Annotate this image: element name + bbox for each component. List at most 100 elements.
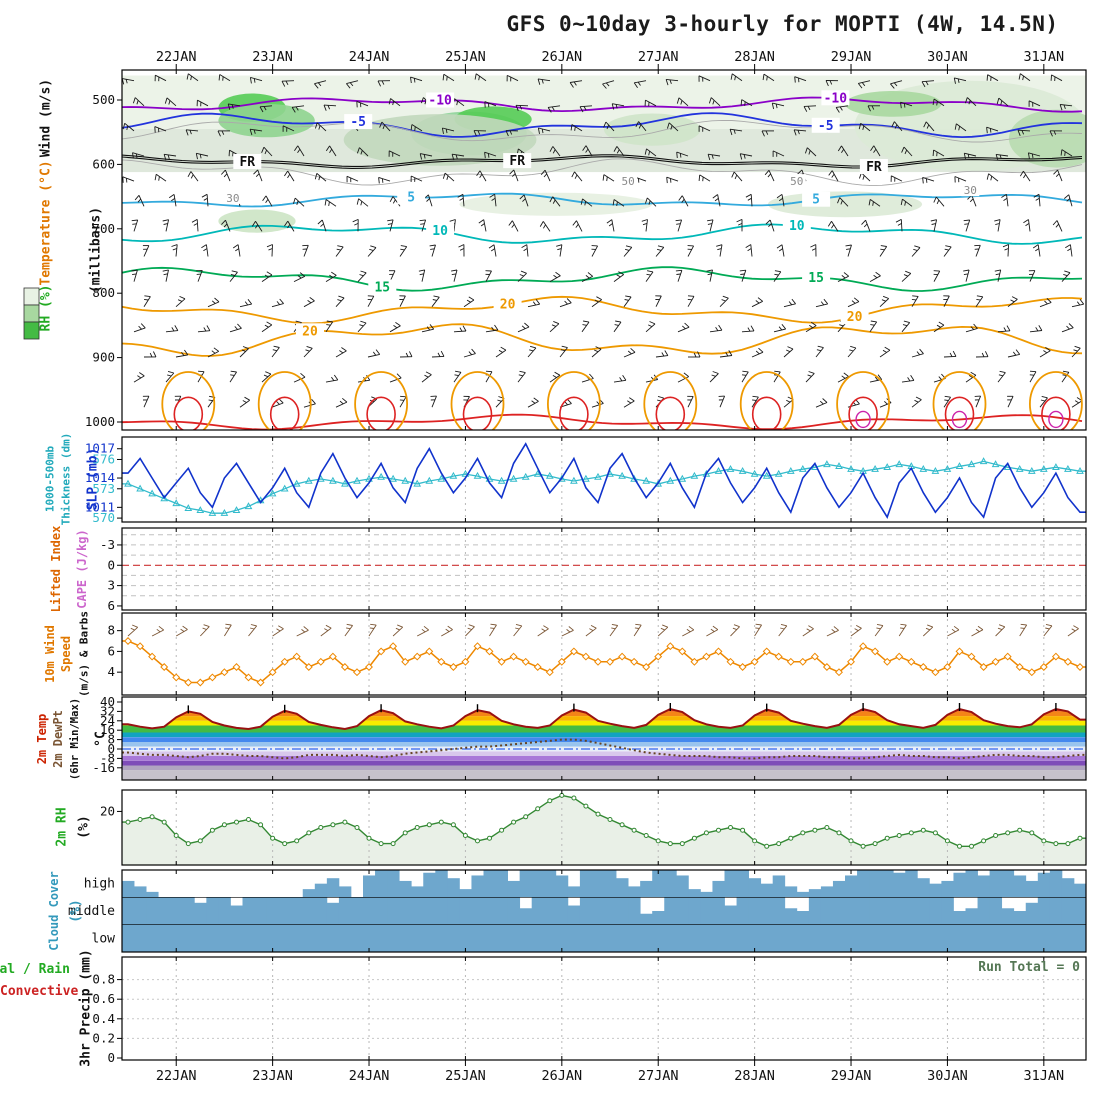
rh2m-units-label: (%) xyxy=(76,815,92,839)
svg-text:29JAN: 29JAN xyxy=(831,49,872,65)
upper-wind-axis-label: Wind (m/s) xyxy=(38,78,54,158)
millibars-axis-label: (millibars) xyxy=(88,206,104,294)
svg-text:0: 0 xyxy=(107,557,115,572)
svg-text:23JAN: 23JAN xyxy=(252,49,293,65)
svg-text:26JAN: 26JAN xyxy=(542,49,583,65)
svg-text:-16: -16 xyxy=(92,760,115,775)
svg-text:middle: middle xyxy=(68,904,115,919)
svg-text:FR: FR xyxy=(509,154,525,169)
rh-shading-legend xyxy=(23,287,40,306)
svg-text:32: 32 xyxy=(100,703,115,718)
svg-text:16: 16 xyxy=(100,722,115,737)
svg-text:25JAN: 25JAN xyxy=(445,1068,486,1084)
degc-axis-label: °C xyxy=(93,731,109,747)
minmax-axis-label: (6hr Min/Max) xyxy=(69,697,81,781)
temp-bands xyxy=(122,709,1086,780)
thickness-axis-label-2: Thickness (dm) xyxy=(59,432,73,526)
wind-frame xyxy=(121,612,1087,696)
svg-text:5: 5 xyxy=(407,190,415,205)
svg-text:-5: -5 xyxy=(350,115,366,130)
svg-text:-3: -3 xyxy=(100,537,115,552)
rh-shading-legend xyxy=(23,321,40,340)
svg-text:30JAN: 30JAN xyxy=(927,1068,968,1084)
svg-text:50: 50 xyxy=(790,175,803,188)
svg-text:40: 40 xyxy=(100,694,115,709)
svg-text:0: 0 xyxy=(107,1050,115,1065)
svg-text:20: 20 xyxy=(302,324,318,339)
svg-text:0.2: 0.2 xyxy=(92,1030,115,1045)
slp-axis-label: SLP (mb) xyxy=(85,447,101,511)
svg-text:22JAN: 22JAN xyxy=(156,1068,197,1084)
svg-text:24: 24 xyxy=(100,713,115,728)
svg-text:3: 3 xyxy=(107,578,115,593)
svg-text:800: 800 xyxy=(92,285,115,300)
slp-frame xyxy=(121,436,1087,523)
cloud-axis-label: Cloud Cover xyxy=(47,871,61,951)
thickness-axis-label-1: 1000-500mb xyxy=(43,445,57,513)
svg-text:0.6: 0.6 xyxy=(92,991,115,1006)
svg-text:15: 15 xyxy=(374,281,390,296)
svg-text:900: 900 xyxy=(92,350,115,365)
svg-text:6: 6 xyxy=(107,643,115,658)
upper-air-frame xyxy=(121,69,1087,431)
precip-convective-legend: Convective xyxy=(0,984,79,999)
svg-text:23JAN: 23JAN xyxy=(252,1068,293,1084)
cloud-frame xyxy=(121,869,1087,953)
svg-text:-10: -10 xyxy=(428,93,452,108)
svg-text:22JAN: 22JAN xyxy=(156,49,197,65)
wind10m-axis-label-1: 10m Wind xyxy=(43,625,57,683)
svg-text:-5: -5 xyxy=(818,119,834,134)
lifted-index-axis-label: Lifted Index xyxy=(49,525,63,613)
cloud-units-label: (%) xyxy=(68,899,84,923)
svg-text:24JAN: 24JAN xyxy=(349,1068,390,1084)
svg-text:50: 50 xyxy=(621,175,634,188)
svg-text:31JAN: 31JAN xyxy=(1024,49,1065,65)
svg-text:10: 10 xyxy=(789,219,805,234)
svg-text:500: 500 xyxy=(92,92,115,107)
wind10m-axis-label-2: Speed xyxy=(59,635,73,673)
upper-temp-axis-label: Temperature (°C) xyxy=(38,160,54,286)
svg-text:FR: FR xyxy=(239,155,255,170)
svg-text:5: 5 xyxy=(812,193,820,208)
svg-text:30JAN: 30JAN xyxy=(927,49,968,65)
svg-text:700: 700 xyxy=(92,221,115,236)
svg-text:1014: 1014 xyxy=(85,470,115,485)
svg-text:8: 8 xyxy=(107,623,115,638)
svg-text:-10: -10 xyxy=(824,91,848,106)
rh2m-axis-label: 2m RH xyxy=(54,807,70,847)
temp-frame xyxy=(121,696,1087,781)
svg-text:600: 600 xyxy=(92,156,115,171)
svg-text:573: 573 xyxy=(92,481,115,496)
svg-text:15: 15 xyxy=(808,271,824,286)
svg-text:576: 576 xyxy=(92,451,115,466)
svg-text:0: 0 xyxy=(107,741,115,756)
precip-total-legend: Total / Rain xyxy=(0,962,70,977)
precip-axis-label: 3hr Precip (mm) xyxy=(78,949,94,1067)
svg-text:1000: 1000 xyxy=(85,414,115,429)
svg-text:8: 8 xyxy=(107,732,115,747)
svg-text:25JAN: 25JAN xyxy=(445,49,486,65)
svg-text:low: low xyxy=(92,931,116,946)
svg-text:20: 20 xyxy=(847,310,863,325)
svg-text:high: high xyxy=(84,877,115,892)
svg-text:0.4: 0.4 xyxy=(92,1011,115,1026)
svg-text:29JAN: 29JAN xyxy=(831,1068,872,1084)
run-total-text: Run Total = 0 xyxy=(978,960,1080,975)
svg-text:1011: 1011 xyxy=(85,499,115,514)
li-frame xyxy=(121,527,1087,611)
svg-text:26JAN: 26JAN xyxy=(542,1068,583,1084)
wind10m-axis-label-3: (m/s) & Barbs xyxy=(77,610,91,698)
svg-text:1017: 1017 xyxy=(85,441,115,456)
svg-text:20: 20 xyxy=(100,803,115,818)
svg-text:-8: -8 xyxy=(100,750,115,765)
temp2m-axis-label: 2m Temp xyxy=(35,713,49,765)
svg-text:FR: FR xyxy=(866,160,882,175)
chart-title: GFS 0~10day 3-hourly for MOPTI (4W, 14.5… xyxy=(506,12,1059,36)
rh-frame xyxy=(121,789,1087,866)
svg-text:27JAN: 27JAN xyxy=(638,49,679,65)
svg-text:28JAN: 28JAN xyxy=(734,1068,775,1084)
svg-text:30: 30 xyxy=(964,184,977,197)
svg-text:0.8: 0.8 xyxy=(92,972,115,987)
